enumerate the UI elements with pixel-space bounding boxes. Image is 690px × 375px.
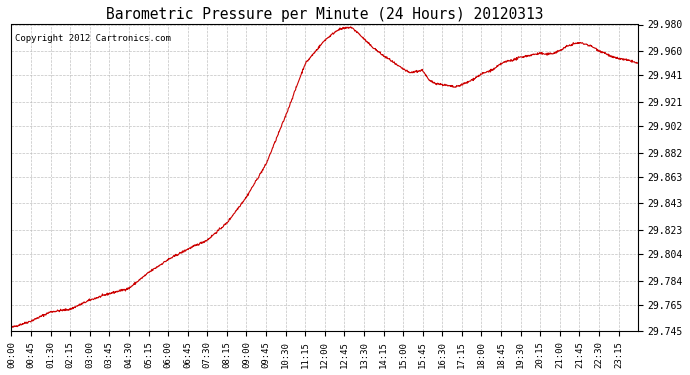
Title: Barometric Pressure per Minute (24 Hours) 20120313: Barometric Pressure per Minute (24 Hours… bbox=[106, 7, 544, 22]
Text: Copyright 2012 Cartronics.com: Copyright 2012 Cartronics.com bbox=[14, 34, 170, 43]
